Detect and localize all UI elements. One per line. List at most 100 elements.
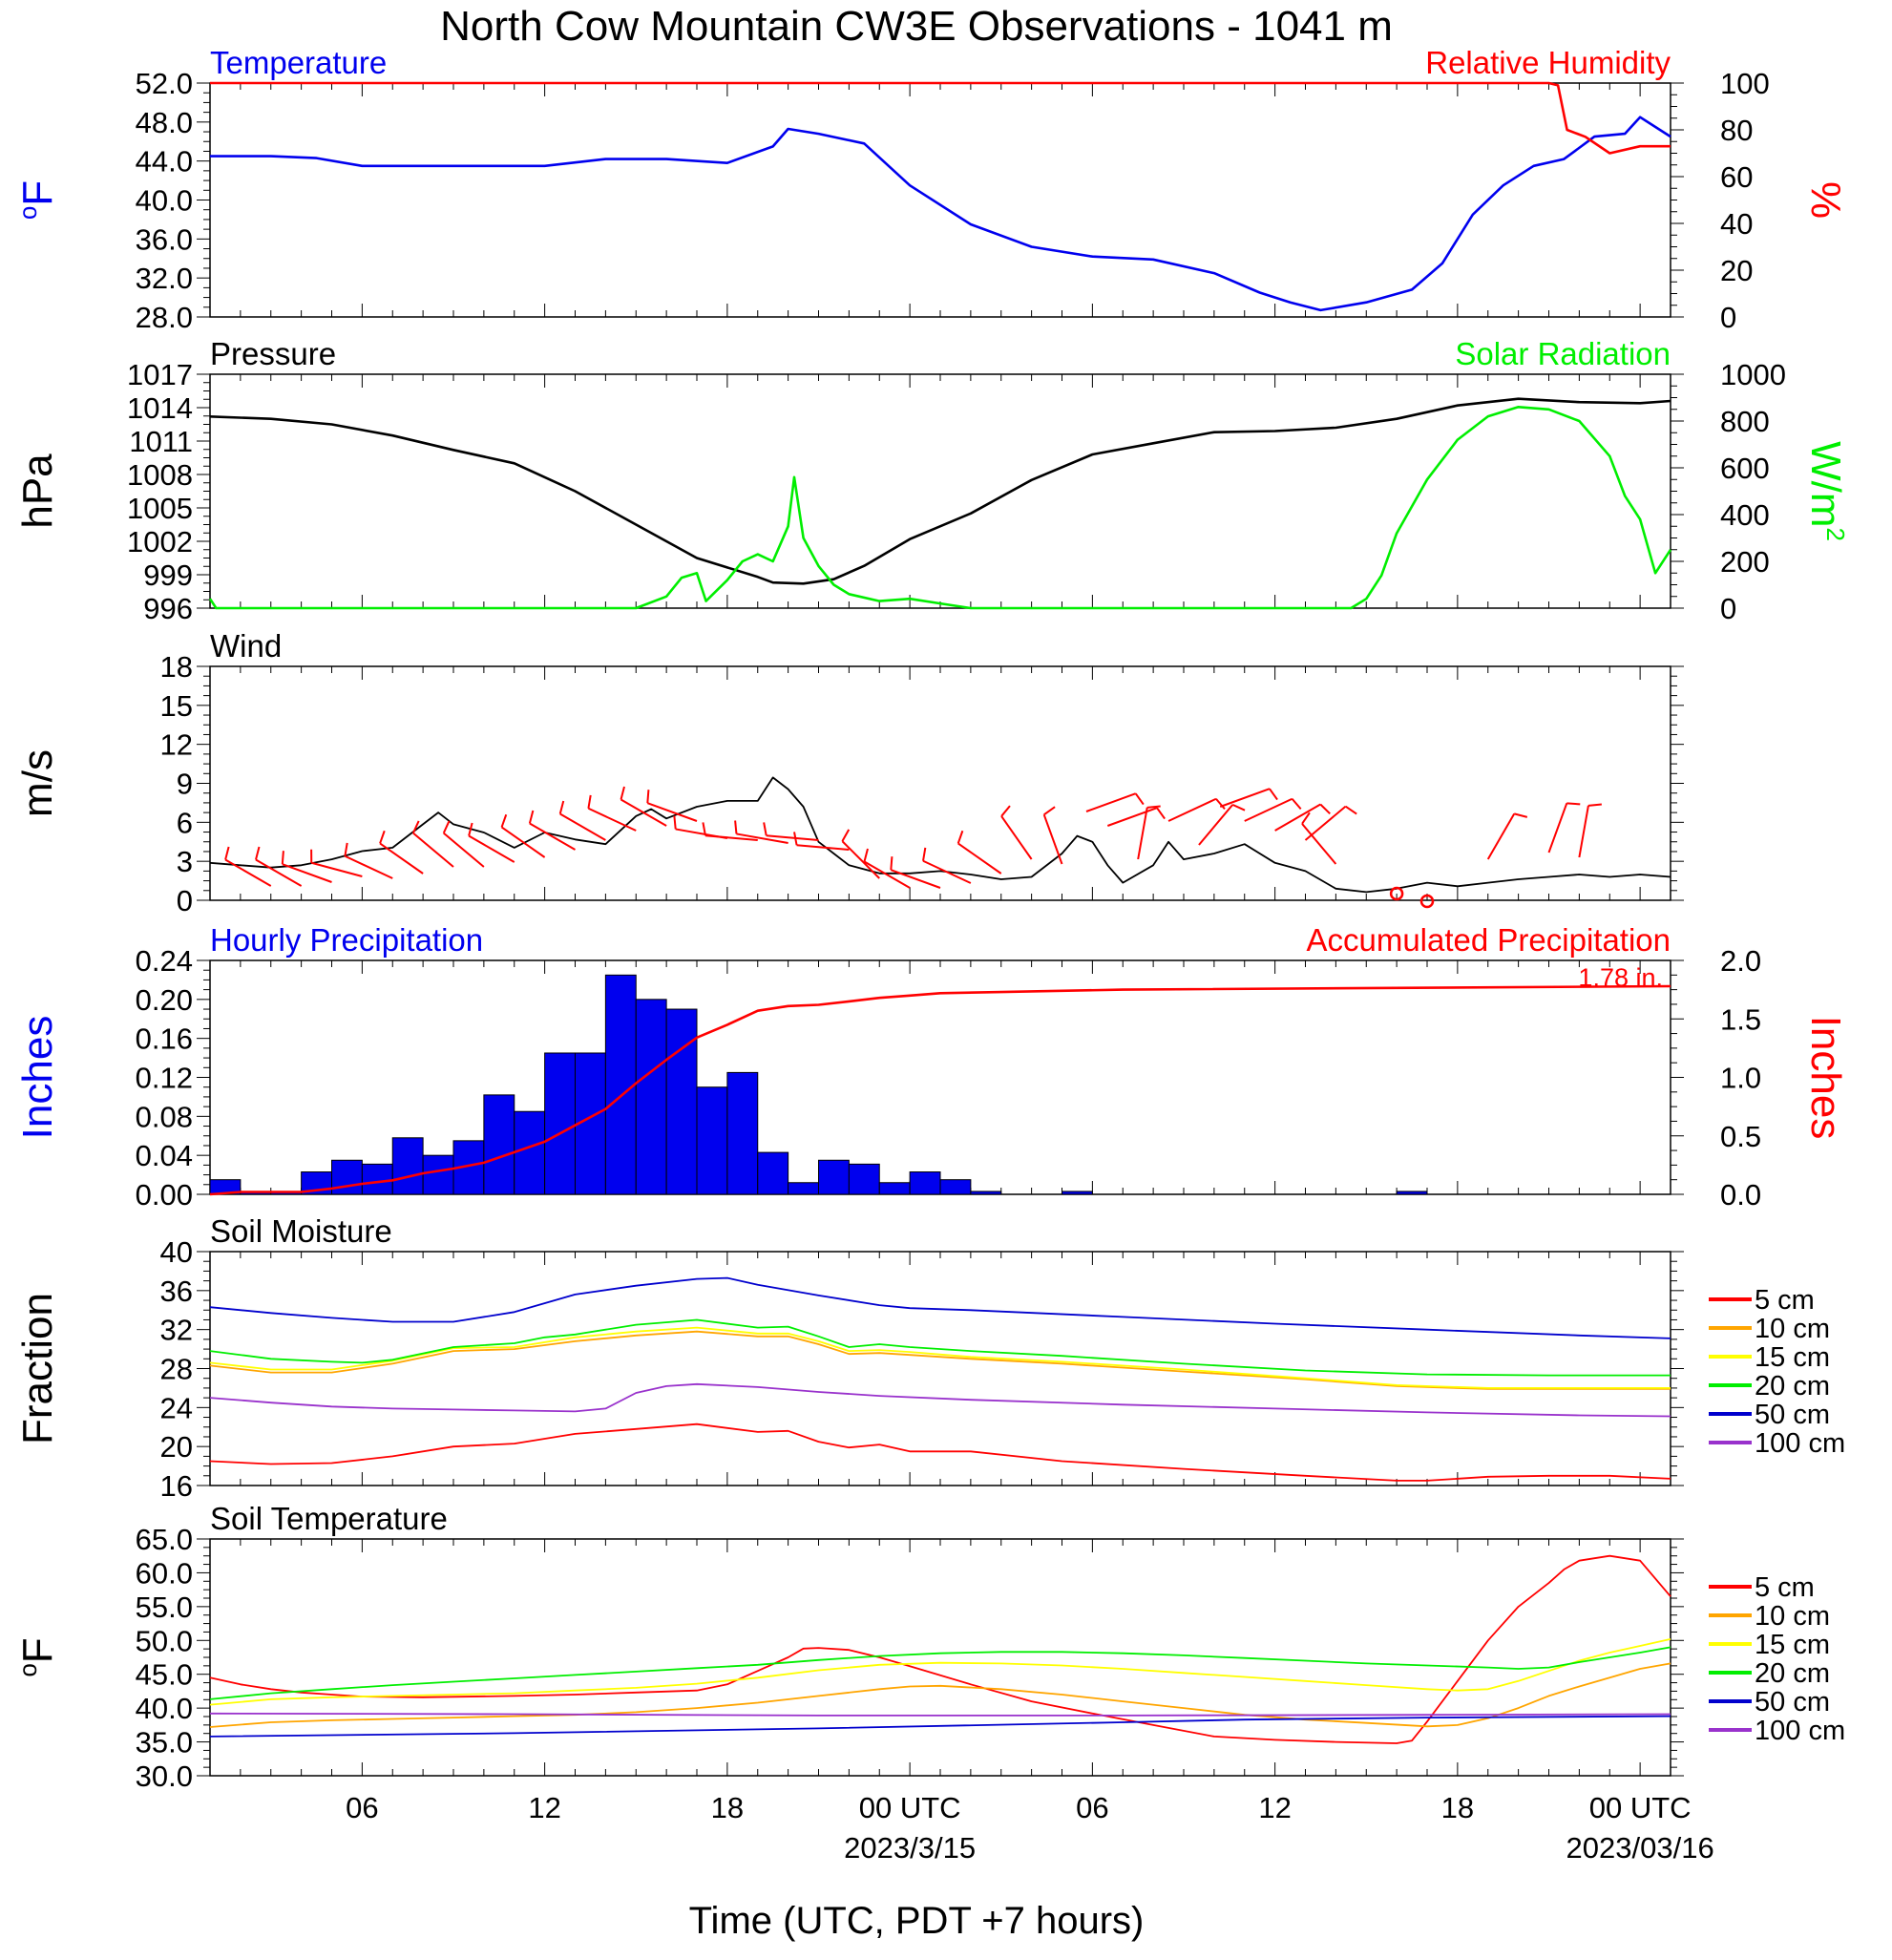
wind-barb-flag — [763, 822, 767, 836]
precip-bar — [696, 1086, 728, 1195]
wind-barb-flag — [1301, 811, 1311, 825]
wind-barb-flag — [1269, 788, 1278, 801]
wind-barb — [620, 798, 667, 827]
plot-frame — [209, 665, 1671, 901]
y-tick-label-right: 40 — [1720, 207, 1753, 241]
y-tick-label-left: 32.0 — [136, 262, 193, 295]
calm-wind-marker — [1389, 886, 1404, 901]
wind-barb — [500, 826, 546, 858]
wind-barb-flag — [793, 832, 798, 846]
y-tick-label-left: 18 — [160, 650, 193, 684]
y-axis-label-left: hPa — [14, 453, 61, 529]
precip-bar — [361, 1163, 393, 1195]
series-humidity — [210, 81, 1671, 155]
y-tick-label-left: 1011 — [129, 425, 193, 458]
y-tick-label-left: 6 — [177, 806, 193, 839]
precip-bar — [422, 1154, 454, 1195]
y-tick-label-right: 0.0 — [1720, 1178, 1761, 1212]
y-axis-label-right: Inches — [1802, 1016, 1849, 1140]
precip-bar — [970, 1191, 1002, 1195]
wind-barb — [646, 802, 698, 822]
wind-barb — [282, 863, 332, 883]
wind-barb — [1000, 815, 1033, 860]
panel-soilt: 30.035.040.045.050.055.060.065.0 Soil Tem… — [13, 1501, 1845, 1865]
x-tick-label: 00 UTC — [1589, 1791, 1692, 1824]
y-tick-label-left: 30.0 — [136, 1760, 193, 1793]
y-tick-label-left: 16 — [160, 1469, 193, 1503]
y-tick-label-right: 2.0 — [1720, 944, 1761, 978]
wind-barb-flag — [1215, 798, 1226, 811]
series-d50 — [209, 1276, 1671, 1339]
wind-barb-flag — [224, 846, 230, 860]
wind-barb — [922, 859, 972, 884]
precip-bar — [818, 1159, 850, 1195]
wind-barb-flag — [1319, 803, 1331, 815]
panel-temp: 28.0 32.0 36.0 40.0 44.0 48.0 52.0 0 20 40 60 80 100… — [13, 45, 1849, 334]
series-d100 — [209, 1712, 1671, 1717]
y-tick-label-left: 1014 — [127, 391, 193, 425]
wind-barb — [841, 840, 880, 879]
wind-barb — [1274, 803, 1321, 832]
y-tick-label-left: 40.0 — [136, 184, 193, 218]
wind-barb — [1042, 813, 1063, 865]
y-tick-label-left: 996 — [143, 592, 193, 625]
y-tick-label-left: 60.0 — [136, 1556, 193, 1590]
y-tick-label-right: 800 — [1720, 405, 1770, 438]
legend-label: 50 cm — [1755, 1687, 1830, 1718]
precip-bar — [544, 1052, 576, 1195]
wind-barb — [1137, 807, 1148, 860]
y-tick-label-left: 0.04 — [136, 1139, 193, 1172]
wind-barb-flag — [1043, 806, 1056, 816]
y-tick-label-left: 1017 — [127, 358, 193, 391]
wind-barb-flag — [1134, 792, 1145, 806]
wind-barb-flag — [646, 790, 650, 804]
x-tick-label: 12 — [1258, 1791, 1291, 1824]
y-tick-label-left: 40.0 — [136, 1692, 193, 1725]
panel-title-left: Soil Moisture — [210, 1213, 392, 1249]
wind-barb-flag — [1513, 812, 1528, 818]
series-d5 — [209, 1423, 1671, 1482]
y-tick-label-right: 20 — [1720, 254, 1753, 287]
y-tick-label-left: 12 — [160, 728, 193, 762]
plot-frame — [209, 373, 1671, 609]
plot-frame — [209, 1538, 1671, 1777]
precip-bar — [757, 1151, 789, 1195]
legend-label: 15 cm — [1755, 1630, 1830, 1660]
x-tick-label: 18 — [1441, 1791, 1474, 1824]
wind-barb-flag — [702, 822, 706, 836]
wind-barb-flag — [411, 820, 420, 834]
wind-barb — [379, 842, 424, 875]
y-axis-label-left: oF — [13, 180, 61, 220]
series-pressure — [209, 397, 1671, 585]
wind-barb — [344, 854, 393, 879]
y-tick-label-left: 48.0 — [136, 106, 193, 139]
legend-label: 5 cm — [1755, 1285, 1815, 1316]
precip-bar — [788, 1182, 819, 1195]
panel-title-left: Soil Temperature — [210, 1501, 448, 1536]
legend-label: 20 cm — [1755, 1371, 1830, 1402]
x-tick-label: 12 — [528, 1791, 560, 1824]
wind-barb-flag — [673, 815, 677, 830]
precip-bar — [331, 1159, 363, 1195]
wind-barb — [863, 860, 911, 889]
precip-bar — [909, 1171, 941, 1195]
legend-label: 100 cm — [1755, 1428, 1845, 1459]
legend-label: 15 cm — [1755, 1342, 1830, 1373]
wind-barb — [704, 834, 758, 841]
wind-barb — [1486, 812, 1516, 860]
precip-bar — [878, 1182, 911, 1195]
wind-barb-flag — [841, 829, 851, 842]
panel-title-left: Wind — [210, 628, 282, 664]
wind-barb-flag — [442, 820, 451, 834]
wind-barb — [587, 807, 637, 832]
x-axis-label: Time (UTC, PDT +7 hours) — [689, 1900, 1145, 1942]
precip-bar — [391, 1137, 424, 1195]
y-tick-label-left: 20 — [160, 1430, 193, 1464]
wind-barb — [1085, 792, 1137, 812]
y-tick-label-left: 24 — [160, 1391, 193, 1424]
legend-label: 10 cm — [1755, 1601, 1830, 1632]
accum-total-label: 1.78 in. — [1578, 963, 1663, 992]
wind-barb-flag — [1587, 803, 1602, 807]
wind-barb — [1167, 797, 1217, 822]
